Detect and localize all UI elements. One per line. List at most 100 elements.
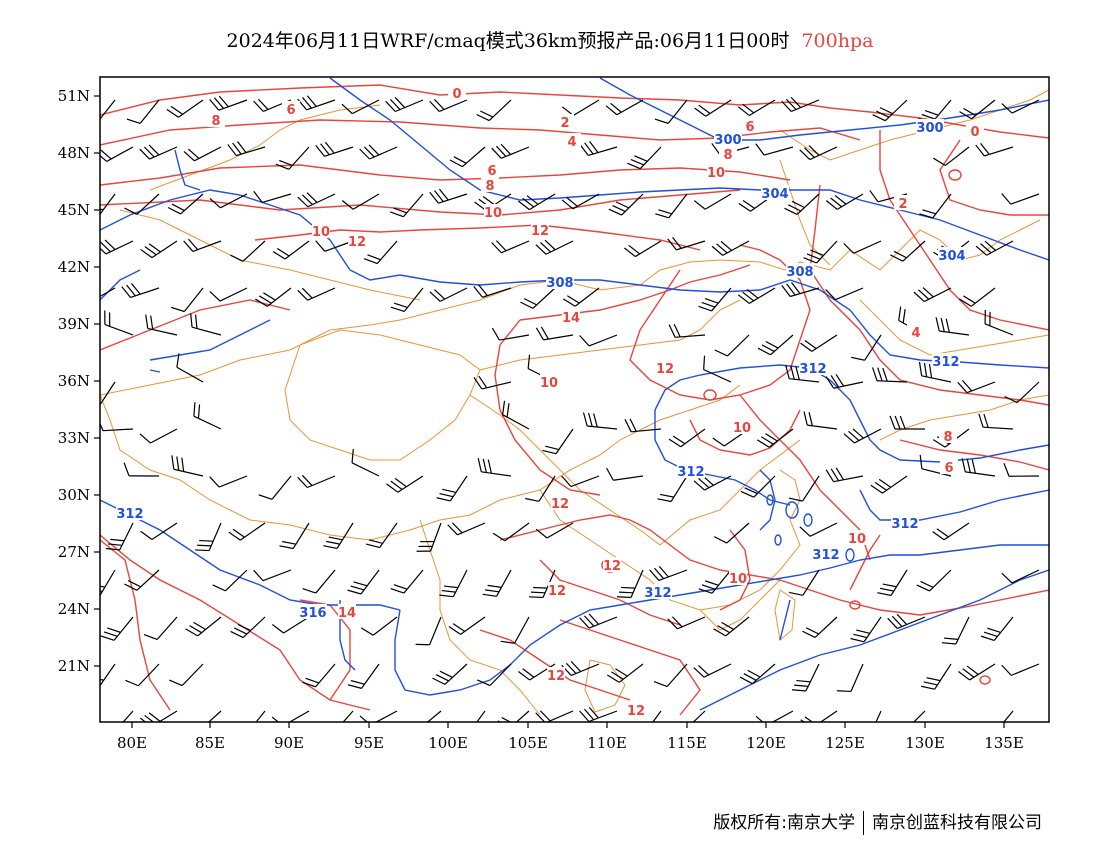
wind-barb: [959, 99, 996, 120]
label-backdrop: [932, 353, 960, 368]
temperature-label: 14: [562, 311, 580, 326]
boundary-line: [599, 384, 741, 456]
wind-barb: [980, 616, 1014, 641]
lat-tick-label: 33N: [58, 429, 90, 447]
wind-barb: [185, 616, 222, 637]
wind-barb: [517, 193, 556, 211]
temperature-label: 8: [211, 114, 220, 129]
wind-barb: [126, 99, 160, 124]
wind-barb: [836, 663, 864, 693]
wind-barb: [100, 99, 116, 121]
height-label: 300: [916, 121, 943, 136]
wind-barb: [1001, 99, 1040, 114]
temperature-contour: [100, 539, 171, 711]
wind-barb: [297, 192, 336, 208]
wind-barb: [958, 663, 996, 681]
label-backdrop: [299, 604, 327, 619]
wind-barb: [390, 193, 424, 218]
height-label: 312: [677, 465, 704, 480]
wind-barb: [429, 287, 468, 302]
wind-barb: [476, 99, 512, 122]
wind-barb: [657, 475, 688, 503]
wind-barb: [176, 353, 204, 383]
wind-barb: [491, 143, 530, 159]
boundary-line: [779, 159, 831, 266]
label-backdrop: [733, 419, 751, 434]
temperature-contour-labels: 0024666888101010121214121010864212121212…: [207, 85, 984, 719]
wind-barb: [347, 569, 380, 595]
lon-tick-label: 125E: [825, 734, 865, 752]
height-label: 312: [116, 507, 143, 522]
wind-barb: [171, 455, 204, 477]
label-backdrop: [891, 515, 919, 530]
wind-barb: [1003, 462, 1040, 477]
lon-tick-label: 110E: [587, 734, 627, 752]
height-contour: [174, 149, 201, 191]
temperature-contour: [879, 130, 1049, 331]
lat-tick-label: 21N: [58, 657, 90, 675]
height-closed-contour: [766, 494, 774, 506]
boundary-line: [100, 394, 601, 541]
wind-barb: [482, 569, 512, 597]
wind-barb: [932, 522, 970, 541]
temperature-label: 0: [970, 125, 979, 140]
wind-barb: [429, 188, 468, 204]
wind-barb: [341, 193, 380, 210]
wind-barb: [605, 99, 644, 116]
wind-barb: [791, 663, 820, 692]
wind-barb: [843, 240, 882, 254]
wind-barb: [477, 663, 512, 687]
wind-barb: [1004, 381, 1040, 404]
height-contour-labels: 300 300 304 304 308 308 312 312 312 312 312 312 312 3…: [116, 119, 966, 621]
wind-barb: [100, 239, 134, 255]
height-contour: [339, 600, 356, 671]
temperature-label: 10: [312, 225, 330, 240]
temperature-contour: [839, 589, 1049, 616]
wind-barb: [209, 287, 248, 302]
wind-barbs: [100, 95, 1040, 722]
geographic-boundaries: [100, 89, 1049, 716]
height-contour: [100, 269, 141, 301]
wind-barb: [145, 314, 178, 336]
label-backdrop: [484, 204, 502, 219]
wind-barb: [193, 402, 222, 430]
temperature-label: 2: [560, 116, 569, 131]
height-contour: [149, 319, 271, 361]
wind-barb: [535, 326, 574, 341]
wind-barb: [713, 522, 750, 544]
temperature-label: 6: [944, 461, 953, 476]
wind-barb: [170, 287, 204, 313]
wind-barb: [624, 418, 662, 433]
wind-barb: [919, 193, 952, 219]
wind-barb: [190, 313, 222, 336]
wind-barb: [961, 458, 996, 477]
boundary-line: [119, 209, 421, 301]
label-backdrop: [603, 557, 621, 572]
wind-barb: [698, 287, 732, 312]
height-closed-contour: [774, 534, 782, 546]
wind-barb: [918, 361, 952, 383]
height-contour: [399, 274, 1049, 369]
wind-barb: [668, 323, 706, 338]
wind-barb: [255, 287, 292, 307]
wind-barb: [416, 522, 442, 552]
temperature-label: 12: [531, 224, 549, 239]
label-backdrop: [848, 530, 866, 545]
wind-barb: [100, 616, 134, 641]
height-contour: [329, 77, 1049, 261]
wind-barb: [227, 141, 266, 157]
temperature-contour: [899, 439, 1049, 471]
wind-barb: [297, 287, 336, 301]
wind-barb: [183, 146, 222, 162]
temperature-contour: [559, 619, 701, 716]
lat-tick-label: 36N: [58, 372, 90, 390]
wind-barb: [850, 334, 882, 361]
temperature-label: 6: [745, 120, 754, 135]
wind-barb: [230, 616, 266, 639]
wind-barb: [491, 327, 530, 341]
lat-tick-label: 51N: [58, 87, 90, 105]
temperature-contour: [539, 559, 681, 626]
height-label: 312: [932, 355, 959, 370]
map-title: 2024年06月11日WRF/cmaq模式36km预报产品:06月11日00时 7…: [0, 26, 1100, 53]
footer-divider: [863, 811, 864, 835]
